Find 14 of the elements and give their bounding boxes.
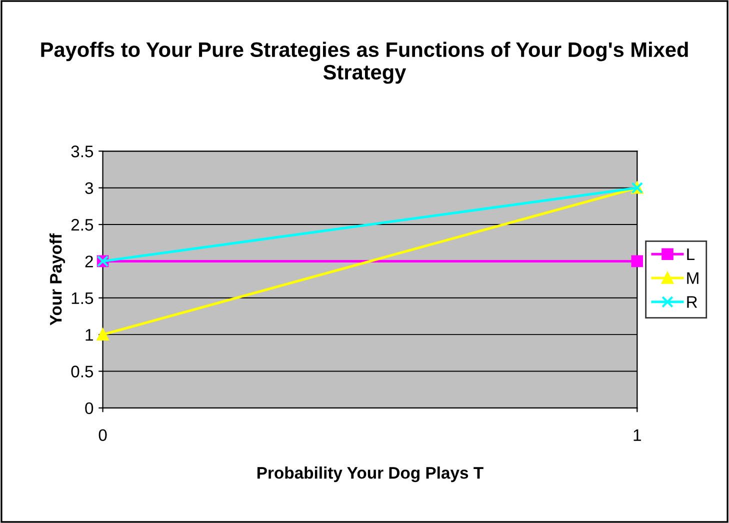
y-tick-label: 2	[85, 256, 93, 268]
y-axis-title: Your Payoff	[50, 233, 66, 326]
y-tick-label: 1	[86, 329, 93, 341]
y-tick-label: 1.5	[72, 292, 94, 304]
y-tick-label: 0.5	[71, 366, 94, 378]
chart-title: Payoffs to Your Pure Strategies as Functions of Your Dog's Mixed Strategy	[41, 42, 688, 84]
legend-label: R	[687, 296, 698, 308]
y-tick-label: 3.5	[71, 146, 94, 158]
legend-label: L	[687, 248, 695, 260]
y-tick-label: 3	[85, 182, 94, 194]
x-axis-title: Probability Your Dog Plays T	[257, 466, 484, 482]
y-tick-label: 0	[85, 402, 94, 414]
y-tick-label: 2.5	[71, 218, 94, 231]
legend-label: M	[687, 272, 698, 284]
